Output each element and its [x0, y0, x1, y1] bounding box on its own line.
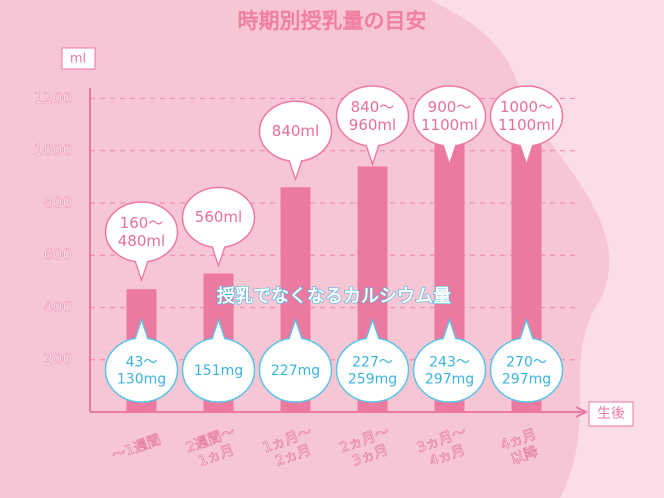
calcium-bubble-tail-cover	[519, 322, 534, 343]
calcium-label: 151mg	[194, 363, 243, 379]
x-tick-label: 4ヵ月以降	[499, 426, 545, 469]
y-tick-label: 200	[43, 350, 72, 368]
calcium-label: 243〜 297mg	[425, 355, 474, 388]
calcium-bubble-tail-cover	[211, 322, 226, 343]
y-tick-label: 800	[43, 193, 72, 211]
amount-label: 160〜 480ml	[118, 214, 165, 250]
calcium-bubble-tail-cover	[288, 322, 303, 343]
calcium-label: 43〜 130mg	[117, 355, 166, 388]
y-tick-label: 400	[43, 298, 72, 316]
calcium-bubble-tail-cover	[365, 322, 380, 343]
y-tick-label: 1200	[34, 89, 72, 107]
amount-label: 560ml	[195, 208, 242, 226]
background-blob	[430, 0, 664, 498]
amount-label: 840ml	[272, 122, 319, 140]
amount-bubble-tail-cover	[134, 257, 149, 278]
x-label-box	[588, 401, 634, 427]
calcium-bubble-tail-cover	[442, 322, 457, 343]
calcium-label: 270〜 297mg	[502, 355, 551, 388]
amount-label: 900〜 1100ml	[421, 98, 478, 134]
amount-bubble-tail-cover	[288, 156, 303, 178]
y-tick-label: 600	[43, 246, 72, 264]
x-axis-label: 生後	[597, 406, 625, 422]
amount-bubble-tail-cover	[365, 141, 380, 162]
amount-label: 1000〜 1100ml	[498, 98, 555, 134]
amount-bubble-tail-cover	[519, 141, 534, 162]
amount-bubble-tail-cover	[442, 141, 457, 162]
calcium-label: 227〜 259mg	[348, 355, 397, 388]
calcium-title: 授乳でなくなるカルシウム量	[217, 285, 451, 307]
y-tick-label: 1000	[34, 141, 72, 159]
calcium-label: 227mg	[271, 363, 320, 379]
calcium-bubble-tail-cover	[134, 322, 149, 343]
amount-bubble-tail-cover	[211, 242, 226, 264]
x-axis-arrow	[575, 406, 589, 418]
amount-label: 840〜 960ml	[349, 98, 396, 134]
chart-title: 時期別授乳量の目安	[238, 9, 427, 33]
y-unit: ml	[70, 52, 86, 67]
unit-box	[61, 47, 96, 70]
